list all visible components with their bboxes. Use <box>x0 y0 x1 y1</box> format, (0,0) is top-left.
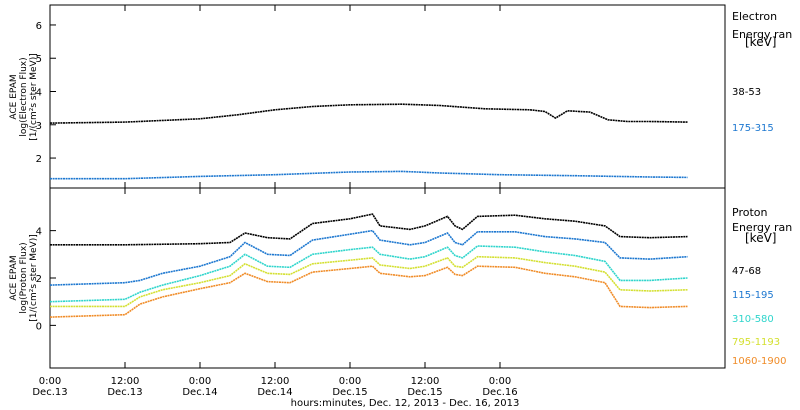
proton-y-axis-label: ACE EPAMlog(Proton Flux)[1/(cm²s ster Me… <box>9 234 39 321</box>
proton-series-1060-1900 <box>49 265 688 318</box>
proton-series-115-195 <box>49 229 688 286</box>
electron-panel: 2 3 4 5 6 ACE EPAMlog(Electron Flux)[1/(cm²s … <box>9 4 792 189</box>
proton-legend-entry: 795-1193 <box>732 337 780 348</box>
proton-legend-entry: 47-68 <box>732 266 761 277</box>
electron-y-axis-label-line: log(Electron Flux) <box>19 57 29 136</box>
electron-y-axis-label-line: ACE EPAM <box>9 74 19 119</box>
x-tick-label-date: Dec.13 <box>107 387 142 398</box>
proton-series-47-68 <box>50 213 688 246</box>
x-tick-label-time: 0:00 <box>339 376 361 387</box>
electron-y-tick-label: 5 <box>36 54 42 65</box>
electron-legend-entry: 175-315 <box>732 123 774 134</box>
proton-legend-entry: 1060-1900 <box>732 356 787 367</box>
electron-legend-title: Energy ran <box>732 28 792 41</box>
proton-y-axis-label-line: ACE EPAM <box>9 255 19 300</box>
x-axis-label: hours:minutes, Dec. 12, 2013 - Dec. 16, … <box>291 398 520 409</box>
proton-legend-title: Energy ran <box>732 221 792 234</box>
proton-legend-title: Proton <box>732 206 767 219</box>
electron-legend-title: Electron <box>732 10 777 23</box>
electron-y-axis-label-line: [1/(cm²s ster MeV)] <box>29 53 39 140</box>
x-tick-label-time: 0:00 <box>489 376 511 387</box>
proton-y-axis-label-line: [1/(cm²s ster MeV)] <box>29 234 39 321</box>
x-tick-label-date: Dec.15 <box>407 387 442 398</box>
x-tick-label-time: 12:00 <box>111 376 140 387</box>
electron-series-38-53 <box>49 103 688 124</box>
electron-series-175-315 <box>50 170 688 180</box>
electron-legend-entry: 38-53 <box>732 87 761 98</box>
electron-plot-frame <box>49 4 726 189</box>
x-tick-label-date: Dec.15 <box>332 387 367 398</box>
x-tick-label-time: 0:00 <box>39 376 61 387</box>
electron-y-tick-label: 3 <box>36 121 42 132</box>
electron-y-tick-label: 4 <box>36 88 42 99</box>
electron-y-tick-label: 2 <box>36 154 42 165</box>
x-tick-label-date: Dec.13 <box>32 387 67 398</box>
x-tick-label-time: 12:00 <box>261 376 290 387</box>
x-tick-label-time: 12:00 <box>411 376 440 387</box>
time-axis: 0:00Dec.1312:00Dec.130:00Dec.1412:00Dec.… <box>32 5 518 398</box>
proton-legend-entry: 310-580 <box>732 314 774 325</box>
proton-y-axis-label-line: log(Proton Flux) <box>19 242 29 313</box>
x-tick-label-time: 0:00 <box>189 376 211 387</box>
electron-legend-title: [keV] <box>745 35 776 49</box>
x-tick-label-date: Dec.14 <box>257 387 292 398</box>
electron-y-axis-label: ACE EPAMlog(Electron Flux)[1/(cm²s ster … <box>9 53 39 140</box>
proton-legend-title: [keV] <box>745 231 776 245</box>
proton-series-310-580 <box>49 245 688 303</box>
x-tick-label-date: Dec.14 <box>182 387 217 398</box>
proton-y-tick-label: 2 <box>36 274 42 285</box>
proton-y-tick-label: 4 <box>36 227 42 238</box>
proton-legend-entry: 115-195 <box>732 290 774 301</box>
x-tick-label-date: Dec.16 <box>482 387 517 398</box>
electron-y-tick-label: 6 <box>36 21 42 32</box>
proton-series-795-1193 <box>50 255 688 308</box>
proton-y-tick-label: 0 <box>36 321 42 332</box>
proton-plot-frame <box>49 187 726 369</box>
